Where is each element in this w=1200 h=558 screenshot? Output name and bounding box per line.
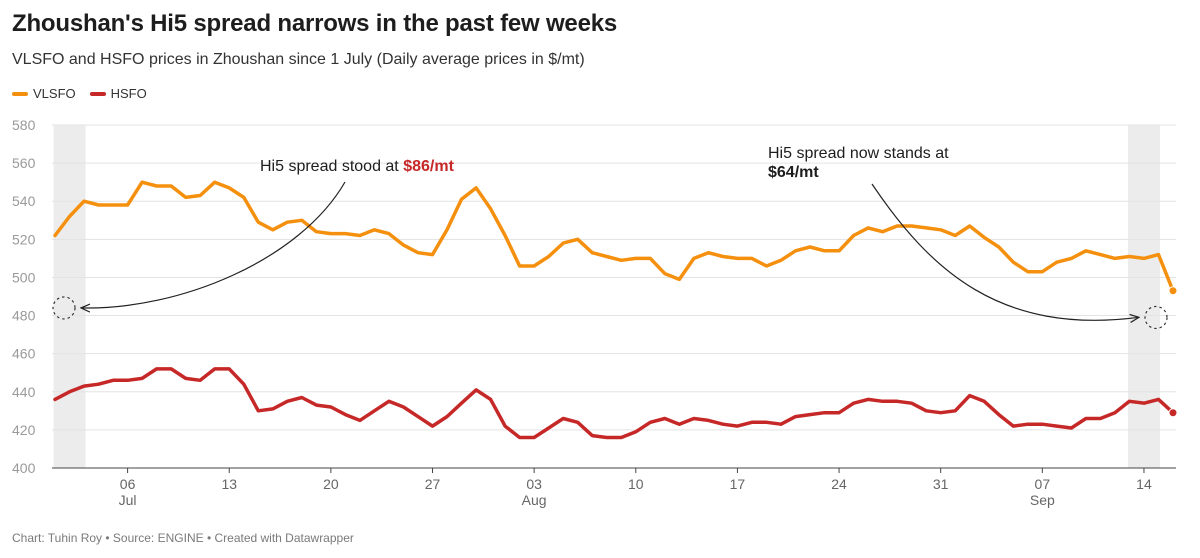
x-tick-label: 27 [425, 476, 441, 492]
y-tick-label: 560 [12, 155, 36, 171]
x-tick-label: 31 [933, 476, 949, 492]
x-tick-label: 24 [831, 476, 847, 492]
annotation-start-value: $86/mt [403, 158, 454, 175]
highlight-band-0 [53, 125, 86, 468]
annotation-arrow-end [871, 183, 1138, 320]
legend-item-hsfo: HSFO [89, 86, 147, 101]
y-tick-label: 420 [12, 422, 36, 438]
y-tick-label: 520 [12, 231, 36, 247]
chart-title: Zhoushan's Hi5 spread narrows in the pas… [12, 10, 618, 37]
x-tick-label: 13 [221, 476, 237, 492]
y-tick-label: 480 [12, 308, 36, 324]
x-tick-label: 03 [526, 476, 542, 492]
y-tick-label: 400 [12, 460, 36, 476]
x-tick-month-label: Jul [119, 492, 137, 508]
legend-item-vlsfo: VLSFO [12, 86, 76, 101]
annotation-arrow-start [82, 181, 346, 308]
x-tick-month-label: Sep [1030, 492, 1055, 508]
y-tick-label: 580 [12, 117, 36, 133]
y-tick-label: 540 [12, 193, 36, 209]
annotation-start-text: Hi5 spread stood at [260, 158, 403, 175]
annotation-end-value: $64/mt [768, 164, 819, 181]
highlight-band-1 [1127, 125, 1160, 468]
legend-label-vlsfo: VLSFO [33, 86, 76, 101]
chart-legend: VLSFO HSFO [12, 86, 161, 101]
annotation-marker-end [1144, 305, 1168, 330]
y-tick-label: 500 [12, 269, 36, 285]
series-endpoint-hsfo [1168, 408, 1178, 418]
annotation-end-text: Hi5 spread now stands at [768, 145, 949, 162]
annotation-marker-start [52, 296, 76, 320]
legend-swatch-vlsfo [12, 91, 28, 96]
series-endpoint-vlsfo [1168, 286, 1178, 296]
x-tick-label: 20 [323, 476, 339, 492]
x-tick-label: 17 [730, 476, 746, 492]
x-tick-label: 14 [1136, 476, 1152, 492]
legend-label-hsfo: HSFO [110, 86, 147, 101]
y-tick-label: 460 [12, 346, 36, 362]
x-tick-label: 06 [120, 476, 136, 492]
annotation-start: Hi5 spread stood at $86/mt [260, 158, 455, 175]
x-tick-month-label: Aug [522, 492, 547, 508]
x-tick-label: 07 [1035, 476, 1051, 492]
series-line-hsfo [53, 367, 1175, 440]
series-line-vlsfo [53, 180, 1175, 293]
legend-swatch-hsfo [89, 91, 106, 96]
chart-footer: Chart: Tuhin Roy • Source: ENGINE • Crea… [12, 531, 354, 545]
y-tick-label: 440 [12, 384, 36, 400]
chart-subtitle: VLSFO and HSFO prices in Zhoushan since … [12, 51, 585, 68]
x-tick-label: 10 [628, 476, 644, 492]
